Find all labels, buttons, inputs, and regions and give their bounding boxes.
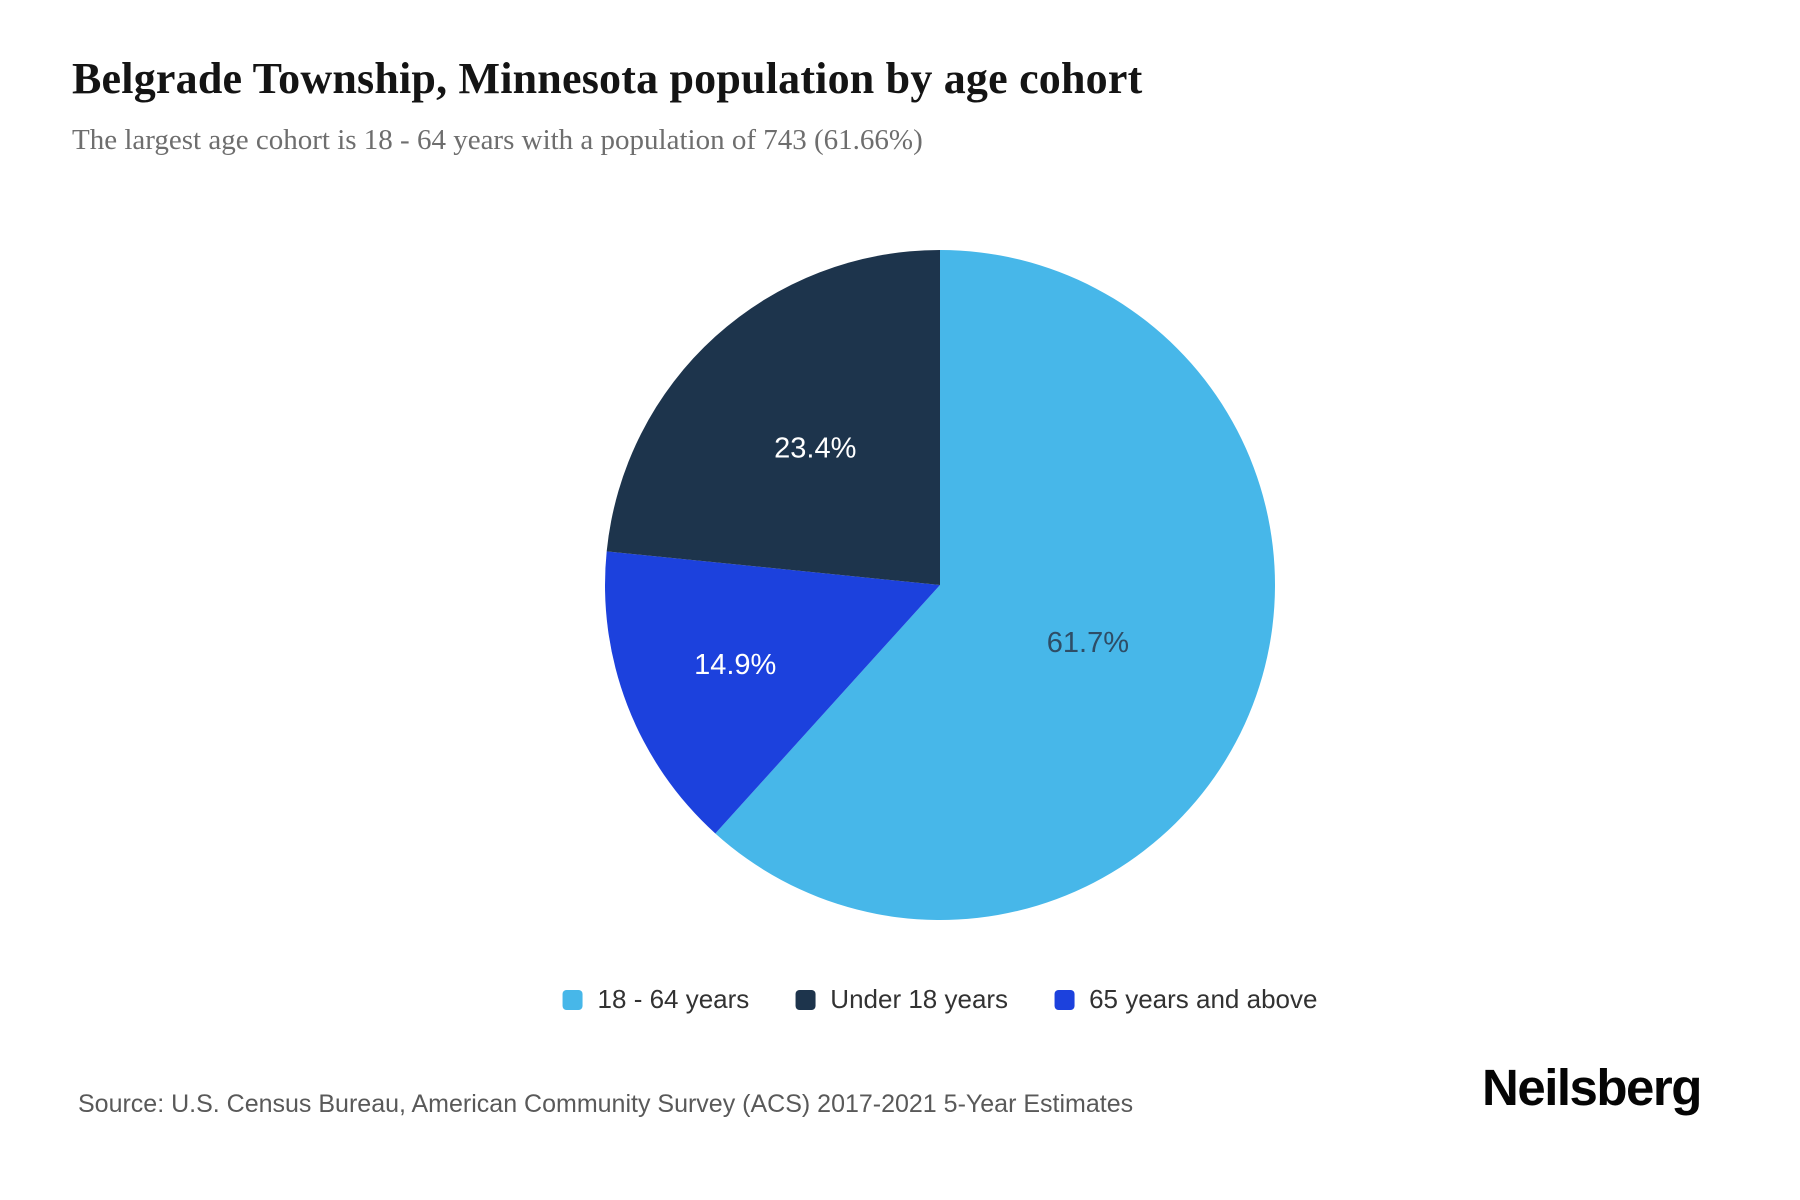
legend-swatch-65-years-and-above [1054,989,1075,1010]
brand-logo[interactable]: Neilsberg [1482,1059,1702,1116]
legend-swatch-under-18-years [795,989,816,1010]
pie-slice-65-years-and-above[interactable] [604,551,940,834]
pie-slice-label-under-18-years: 23.4% [774,432,856,464]
page-subtitle: The largest age cohort is 18 - 64 years … [72,124,923,156]
page-title: Belgrade Township, Minnesota population … [72,54,1143,103]
pie-slice-under-18-years[interactable] [606,250,940,585]
legend-item-under-18-years[interactable]: Under 18 years [795,984,1008,1015]
pie-slice-18-64-years[interactable] [715,250,1276,921]
source-note: Source: U.S. Census Bureau, American Com… [78,1090,1134,1118]
legend-label: 18 - 64 years [597,984,750,1014]
legend-label: Under 18 years [830,984,1009,1014]
legend-item-18-64-years[interactable]: 18 - 64 years [562,984,750,1015]
pie-slice-label-18-64-years: 61.7% [1047,627,1129,659]
legend-item-65-years-and-above[interactable]: 65 years and above [1054,984,1317,1015]
legend: 18 - 64 years Under 18 years 65 years and … [562,984,1317,1015]
legend-label: 65 years and above [1089,984,1318,1014]
legend-swatch-18-64-years [562,989,583,1010]
pie-slice-label-65-years-and-above: 14.9% [694,649,776,681]
